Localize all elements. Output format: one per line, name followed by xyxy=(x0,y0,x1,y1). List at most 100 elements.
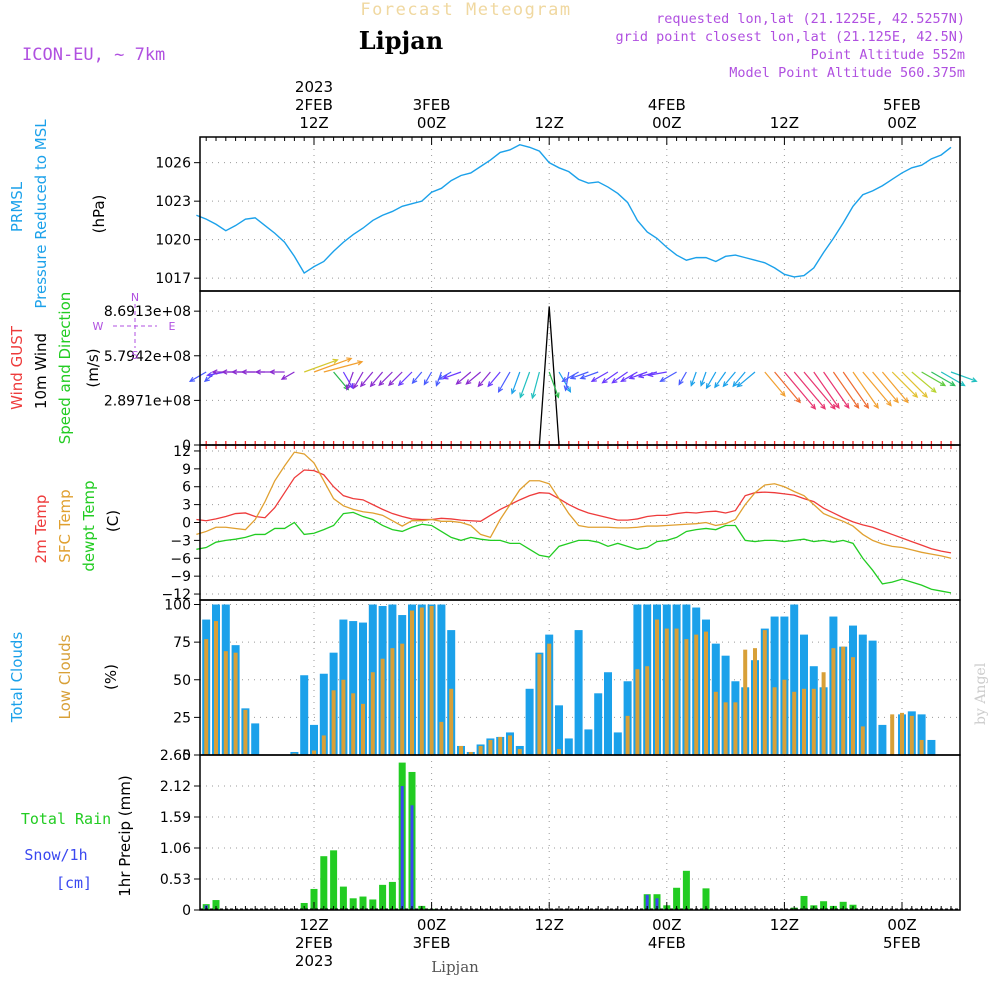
low-cloud-bar xyxy=(243,709,248,755)
wind-arrow-shaft xyxy=(901,371,928,398)
y-tick-label: 1020 xyxy=(155,233,191,249)
wind-arrow xyxy=(813,371,840,410)
rain-bar xyxy=(320,856,328,910)
wind-arrow-head xyxy=(465,379,472,385)
low-cloud-bar xyxy=(517,748,522,755)
wind-arrow xyxy=(313,357,353,373)
wind-arrow xyxy=(823,371,850,410)
wind-arrow xyxy=(714,371,727,389)
wind-arrow xyxy=(783,371,817,410)
total-cloud-bar xyxy=(917,714,926,755)
low-cloud-bar xyxy=(694,634,699,755)
wind-arrow-shaft xyxy=(346,371,354,390)
wind-arrow-shaft xyxy=(660,371,677,382)
time-label-bottom-hour: 12Z xyxy=(770,916,799,934)
time-label-top-hour: 12Z xyxy=(299,114,328,132)
wind-arrow-head xyxy=(705,383,711,390)
low-cloud-bar xyxy=(772,687,777,755)
snow-bar xyxy=(410,805,414,910)
low-cloud-bar xyxy=(762,630,767,755)
y-tick-label: 12 xyxy=(173,444,191,460)
y-tick-label: 2.65 xyxy=(160,748,191,764)
low-cloud-bar xyxy=(321,735,326,755)
model-altitude: Model Point Altitude 560.375m xyxy=(729,65,965,81)
low-cloud-bar xyxy=(361,703,365,755)
wind-arrow-shaft xyxy=(774,371,801,403)
wind-arrow-shaft xyxy=(398,371,413,386)
low-cloud-bar xyxy=(645,666,650,755)
wind-unit: (m/s) xyxy=(84,348,102,387)
low-cloud-bar xyxy=(419,607,424,755)
wind-arrow-head xyxy=(611,378,618,384)
grid-layer xyxy=(200,137,960,910)
wind-gust-label: Wind GUST xyxy=(8,325,26,410)
y-tick-label: 100 xyxy=(164,598,191,614)
wind-arrow-shaft xyxy=(911,371,937,393)
wind-arrow-shaft xyxy=(465,371,481,385)
wind-arrow-shaft xyxy=(498,371,511,393)
wind-arrow-head xyxy=(378,380,385,387)
wind-arrow-head xyxy=(830,403,836,410)
wind-arrow-shaft xyxy=(370,371,384,387)
cloud-unit: (%) xyxy=(102,664,120,690)
wind-arrow xyxy=(558,371,572,393)
wind-arrow xyxy=(921,371,947,387)
wind-arrow-head xyxy=(590,376,597,382)
wind-arrow xyxy=(891,371,919,399)
wind-arrow xyxy=(620,371,638,382)
wind-arrow-shaft xyxy=(783,371,816,410)
wind-arrow xyxy=(388,371,403,387)
wind-arrow xyxy=(323,360,364,373)
time-label-top-hour: 00Z xyxy=(887,114,916,132)
wind-arrow-head xyxy=(510,388,517,395)
wind-arrow-shaft xyxy=(891,371,918,398)
wind-arrow-head xyxy=(188,376,196,382)
total-cloud-bar xyxy=(525,688,534,755)
total-cloud-bar xyxy=(251,723,260,755)
wind-arrow-head xyxy=(930,387,937,393)
low-cloud-bar xyxy=(380,658,385,755)
wind-arrow xyxy=(530,371,540,400)
wind-arrow-shaft xyxy=(313,357,352,373)
y-tick-label: 1026 xyxy=(155,156,191,172)
wind-arrow-shaft xyxy=(423,371,433,385)
wind-arrow-head xyxy=(345,384,351,391)
wind-arrow xyxy=(487,371,501,388)
wind-arrow-head xyxy=(346,357,353,363)
temp-sfc-label: SFC Temp xyxy=(56,489,74,562)
y-tick-label: 1.06 xyxy=(160,841,191,857)
wind-arrow-head xyxy=(397,380,404,387)
low-cloud-bar xyxy=(802,688,806,755)
wind-arrow xyxy=(732,371,746,388)
wind-arrow-head xyxy=(455,379,462,385)
labels-layer: 1017 1020 1023 1026 0 2.8971e+08 5.7942e+08 8.6… xyxy=(8,78,921,970)
low-cloud-bar xyxy=(468,751,473,755)
total-cloud-bar xyxy=(604,672,612,755)
wind-arrow xyxy=(519,371,531,399)
wind-arrow xyxy=(911,371,937,393)
wind-arrow-head xyxy=(922,392,929,399)
wind-arrow xyxy=(628,371,648,380)
compass-w: W xyxy=(93,320,104,333)
wind-arrow-shaft xyxy=(862,371,892,406)
wind-arrow-head xyxy=(863,402,870,410)
temperature-line-0 xyxy=(196,469,952,554)
rain-bar xyxy=(369,899,377,910)
wind-arrow xyxy=(353,371,364,390)
time-label-bottom-year: 2023 xyxy=(295,952,333,970)
time-label-bottom-date: 5FEB xyxy=(883,934,921,952)
axes-layer xyxy=(194,136,961,911)
wind-arrow xyxy=(862,371,892,407)
low-cloud-bar xyxy=(753,648,757,755)
time-label-bottom-hour: 00Z xyxy=(652,916,681,934)
wind-arrow-shaft xyxy=(378,371,393,386)
wind-arrow xyxy=(548,371,560,399)
wind-arrow-head xyxy=(554,392,560,399)
low-cloud-bar xyxy=(900,712,904,755)
precip-unit: 1hr Precip (mm) xyxy=(116,775,134,896)
snow-bar xyxy=(655,898,659,910)
wind-arrow-shaft xyxy=(678,371,687,385)
wind-arrow-head xyxy=(423,379,429,386)
wind-arrow-shaft xyxy=(823,371,850,409)
